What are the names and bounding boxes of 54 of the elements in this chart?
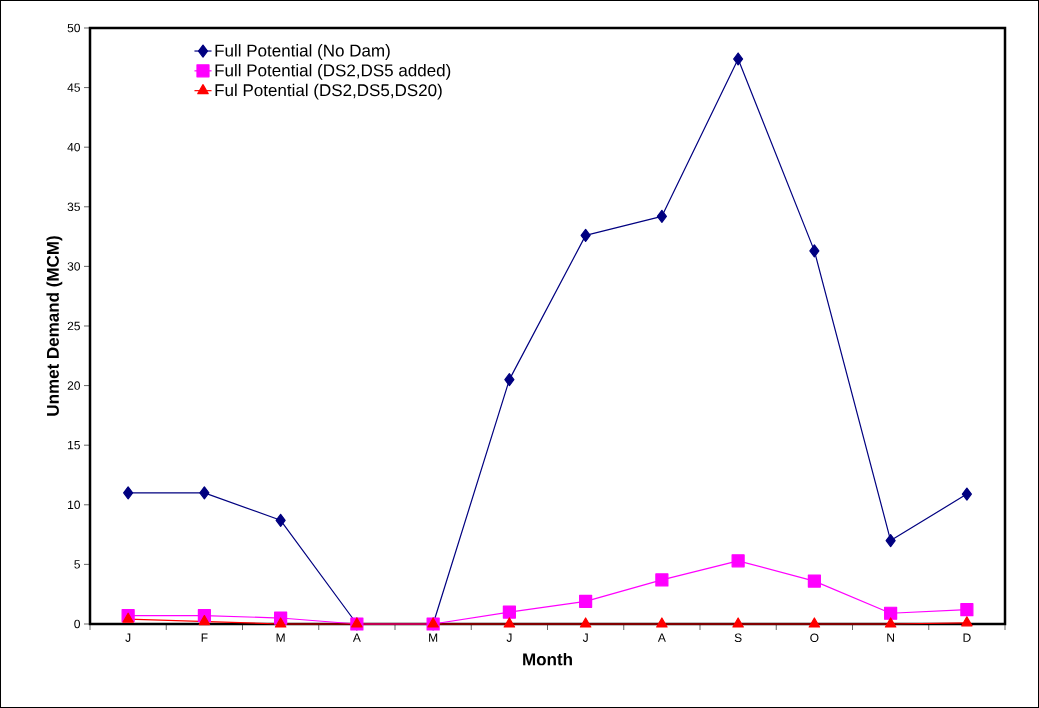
point bbox=[656, 209, 667, 223]
x-axis-title: Month bbox=[523, 652, 572, 666]
y-tick-label: 30 bbox=[67, 262, 81, 271]
point bbox=[580, 228, 591, 242]
y-tick-label: 50 bbox=[67, 23, 81, 33]
y-tick-label: 35 bbox=[67, 202, 80, 212]
y-axis-title: Unmet Demand (MCM) bbox=[46, 236, 63, 416]
point bbox=[199, 486, 210, 500]
x-tick-label: A bbox=[657, 633, 666, 642]
x-tick-label: N bbox=[887, 633, 894, 642]
point bbox=[884, 606, 898, 620]
x-tick-label: O bbox=[810, 633, 819, 643]
point bbox=[733, 52, 744, 66]
point bbox=[503, 617, 516, 628]
x-tick-label: M bbox=[429, 633, 438, 642]
x-tick-label: J bbox=[125, 633, 131, 642]
point bbox=[961, 616, 973, 627]
point bbox=[502, 605, 516, 619]
x-tick-label: S bbox=[734, 633, 742, 643]
y-tick-label: 45 bbox=[67, 83, 80, 92]
x-tick-label: F bbox=[201, 633, 208, 642]
point bbox=[198, 615, 211, 626]
point bbox=[961, 487, 972, 501]
point bbox=[655, 573, 669, 587]
point bbox=[732, 617, 744, 628]
y-tick-label: 5 bbox=[74, 560, 80, 569]
point bbox=[885, 533, 896, 548]
point bbox=[275, 513, 286, 527]
point bbox=[274, 617, 287, 628]
point bbox=[123, 486, 134, 500]
point bbox=[807, 574, 821, 588]
x-tick-label: J bbox=[582, 633, 588, 642]
x-tick-label: M bbox=[276, 633, 285, 642]
x-tick-label: J bbox=[506, 633, 512, 642]
legend-label: Full Potential (No Dam) bbox=[215, 44, 390, 60]
legend-label: Full Potential (DS2,DS5 added) bbox=[215, 63, 451, 80]
x-tick-label: A bbox=[352, 633, 361, 642]
point bbox=[884, 617, 897, 628]
y-tick-label: 10 bbox=[68, 500, 81, 510]
legend-label: Ful Potential (DS2,DS5,DS20) bbox=[215, 83, 442, 100]
point bbox=[809, 244, 820, 258]
y-tick-label: 25 bbox=[67, 321, 80, 331]
y-tick-label: 15 bbox=[68, 441, 80, 450]
y-tick-label: 20 bbox=[67, 381, 81, 390]
point bbox=[579, 617, 592, 628]
point bbox=[731, 554, 745, 568]
point bbox=[960, 603, 974, 617]
point bbox=[504, 373, 515, 387]
x-tick-label: D bbox=[963, 633, 971, 642]
point bbox=[808, 617, 821, 628]
y-tick-label: 0 bbox=[74, 619, 81, 629]
y-tick-label: 40 bbox=[67, 142, 81, 152]
point bbox=[579, 594, 593, 608]
point bbox=[656, 617, 668, 628]
